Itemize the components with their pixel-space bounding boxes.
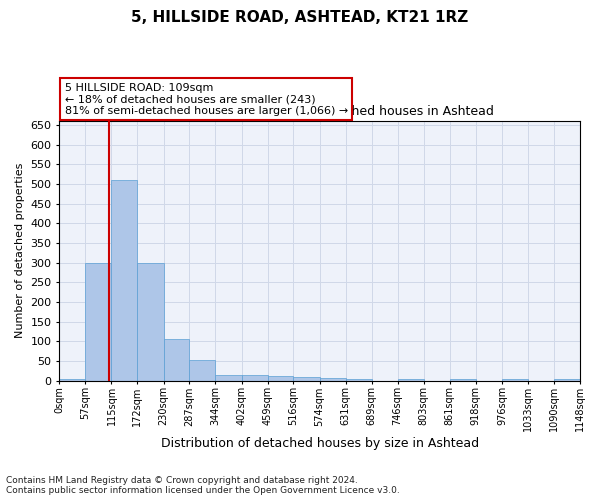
Bar [242, 374, 268, 380]
Text: 5, HILLSIDE ROAD, ASHTEAD, KT21 1RZ: 5, HILLSIDE ROAD, ASHTEAD, KT21 1RZ [131, 10, 469, 25]
Bar [137, 262, 164, 380]
Bar [85, 262, 112, 380]
Title: Size of property relative to detached houses in Ashtead: Size of property relative to detached ho… [145, 106, 494, 118]
Bar [190, 360, 215, 380]
Bar [346, 378, 372, 380]
Bar [293, 377, 320, 380]
Bar [554, 378, 580, 380]
Bar [398, 378, 424, 380]
Bar [164, 338, 190, 380]
Bar [215, 375, 242, 380]
Bar [59, 378, 85, 380]
X-axis label: Distribution of detached houses by size in Ashtead: Distribution of detached houses by size … [161, 437, 479, 450]
Bar [268, 376, 293, 380]
Bar [112, 180, 137, 380]
Bar [320, 378, 346, 380]
Bar [502, 378, 528, 380]
Text: Contains HM Land Registry data © Crown copyright and database right 2024.
Contai: Contains HM Land Registry data © Crown c… [6, 476, 400, 495]
Bar [450, 378, 476, 380]
Text: 5 HILLSIDE ROAD: 109sqm
← 18% of detached houses are smaller (243)
81% of semi-d: 5 HILLSIDE ROAD: 109sqm ← 18% of detache… [65, 82, 348, 116]
Y-axis label: Number of detached properties: Number of detached properties [15, 163, 25, 338]
